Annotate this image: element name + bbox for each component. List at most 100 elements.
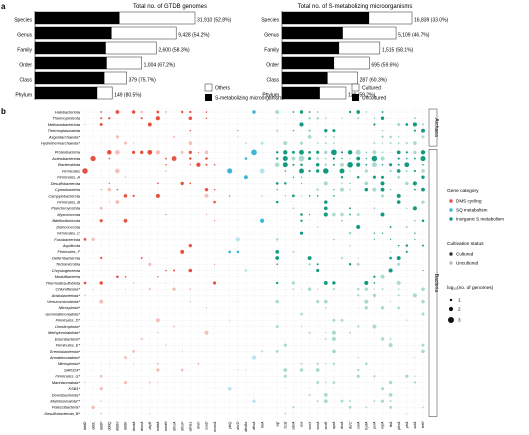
gene-dot xyxy=(299,110,304,114)
gene-dot xyxy=(380,187,385,192)
gene-dot xyxy=(244,142,247,145)
gene-dot xyxy=(204,193,209,198)
legend-size-2-label: 2 xyxy=(458,307,461,312)
gene-dot xyxy=(308,195,311,197)
taxon-label: Nitrospirota* xyxy=(59,305,81,310)
gene-label: ttrA xyxy=(389,421,393,427)
gene-dot xyxy=(412,181,417,186)
chart-a1-bar-part xyxy=(35,87,98,99)
gene-dot xyxy=(173,325,176,328)
gene-dot xyxy=(324,157,327,160)
chart-a2-cat-label: Phylum xyxy=(262,92,279,98)
chart-a1-value-label: 9,428 (54.2%) xyxy=(178,32,210,38)
gene-dot xyxy=(317,288,319,290)
gene-dot xyxy=(165,111,167,113)
gene-dot xyxy=(332,135,335,138)
gene-dot xyxy=(356,325,360,328)
gene-dot xyxy=(275,349,279,353)
gene-dot xyxy=(349,207,352,210)
gene-dot xyxy=(316,169,320,173)
gene-dot xyxy=(228,195,231,197)
gene-dot xyxy=(300,219,303,222)
gene-dot xyxy=(316,263,319,266)
chart-a1-cat-label: Phylum xyxy=(15,92,32,98)
gene-label: ssuD xyxy=(205,421,209,430)
gene-dot xyxy=(332,288,336,291)
gene-dot xyxy=(308,150,311,154)
gene-dot xyxy=(307,256,312,261)
gene-dot xyxy=(317,111,319,113)
gene-dot xyxy=(275,324,279,328)
gene-dot xyxy=(380,387,385,391)
gene-dot xyxy=(99,374,103,378)
gene-dot xyxy=(292,207,295,210)
gene-dot xyxy=(172,135,176,139)
gene-dot xyxy=(421,135,425,139)
gene-dot xyxy=(381,111,384,113)
gene-dot xyxy=(316,362,319,365)
gene-dot xyxy=(171,156,177,161)
gene-dot xyxy=(157,381,159,384)
gene-dot xyxy=(205,111,208,113)
gene-dot xyxy=(316,226,319,228)
gene-dot xyxy=(390,189,392,191)
bacteria-bracket xyxy=(428,149,438,417)
gene-label: dddK xyxy=(124,421,128,430)
gene-dot xyxy=(422,244,424,247)
gene-dot xyxy=(413,117,416,120)
gene-dot xyxy=(275,256,280,260)
chart-a2-bar-part xyxy=(282,42,340,54)
gene-dot xyxy=(349,331,352,334)
gene-dot xyxy=(390,238,392,240)
legend-dms-label: DMS cycling xyxy=(456,199,482,204)
gene-dot xyxy=(396,169,401,173)
gene-dot xyxy=(149,413,151,415)
taxon-label: Cyanobacteria xyxy=(55,187,81,192)
gene-dot xyxy=(356,110,361,114)
gene-dot xyxy=(291,156,296,161)
gene-dot xyxy=(292,250,295,253)
gene-dot xyxy=(99,219,103,223)
taxon-label: Firmicutes_E* xyxy=(56,343,81,348)
gene-dot xyxy=(323,281,328,285)
gene-dot xyxy=(404,181,409,186)
gene-dot xyxy=(282,156,288,162)
gene-dot xyxy=(421,349,425,354)
gene-label: dddD xyxy=(83,421,87,430)
gene-label: hydA xyxy=(365,421,369,430)
gene-label: dmsA xyxy=(172,421,176,431)
gene-dot xyxy=(332,212,336,217)
taxon-label: Methylomirabilota* xyxy=(48,330,80,335)
gene-dot xyxy=(388,393,393,397)
legend-uncultured-text: Uncultured xyxy=(456,261,479,266)
chart-a1-value-label: 31,910 (52.8%) xyxy=(197,17,232,23)
gene-label: sreA xyxy=(356,421,360,429)
gene-dot xyxy=(357,257,359,259)
chart-a2-value-label: 16,839 (33.0%) xyxy=(414,17,449,23)
taxon-label: Patescibacteria* xyxy=(52,405,81,410)
taxon-label: Eisenbacteria* xyxy=(55,336,81,341)
gene-dot xyxy=(364,169,368,173)
gene-dot xyxy=(371,155,378,162)
gene-label: phA xyxy=(405,421,409,429)
gene-dot xyxy=(412,122,417,127)
gene-dot xyxy=(397,175,401,179)
gene-dot xyxy=(397,262,401,266)
gene-dot xyxy=(260,350,264,353)
gene-dot xyxy=(116,188,119,191)
gene-dot xyxy=(389,337,392,340)
legend-inorg-dot xyxy=(449,217,453,221)
gene-dot xyxy=(347,150,353,155)
chart-a1-cat-label: Class xyxy=(19,77,32,83)
taxon-label: Modulibacteria xyxy=(55,274,81,279)
gene-dot xyxy=(406,157,408,160)
gene-dot xyxy=(165,344,167,346)
taxon-label: Gemmatimonadota* xyxy=(45,311,80,316)
taxon-label: Planctomycetota xyxy=(51,206,81,211)
gene-dot xyxy=(276,263,279,266)
legend-cultured-swatch xyxy=(351,83,360,92)
gene-label: sox xyxy=(300,421,304,427)
gene-dot xyxy=(276,281,279,285)
gene-dot xyxy=(165,213,167,216)
gene-dot xyxy=(372,150,377,155)
